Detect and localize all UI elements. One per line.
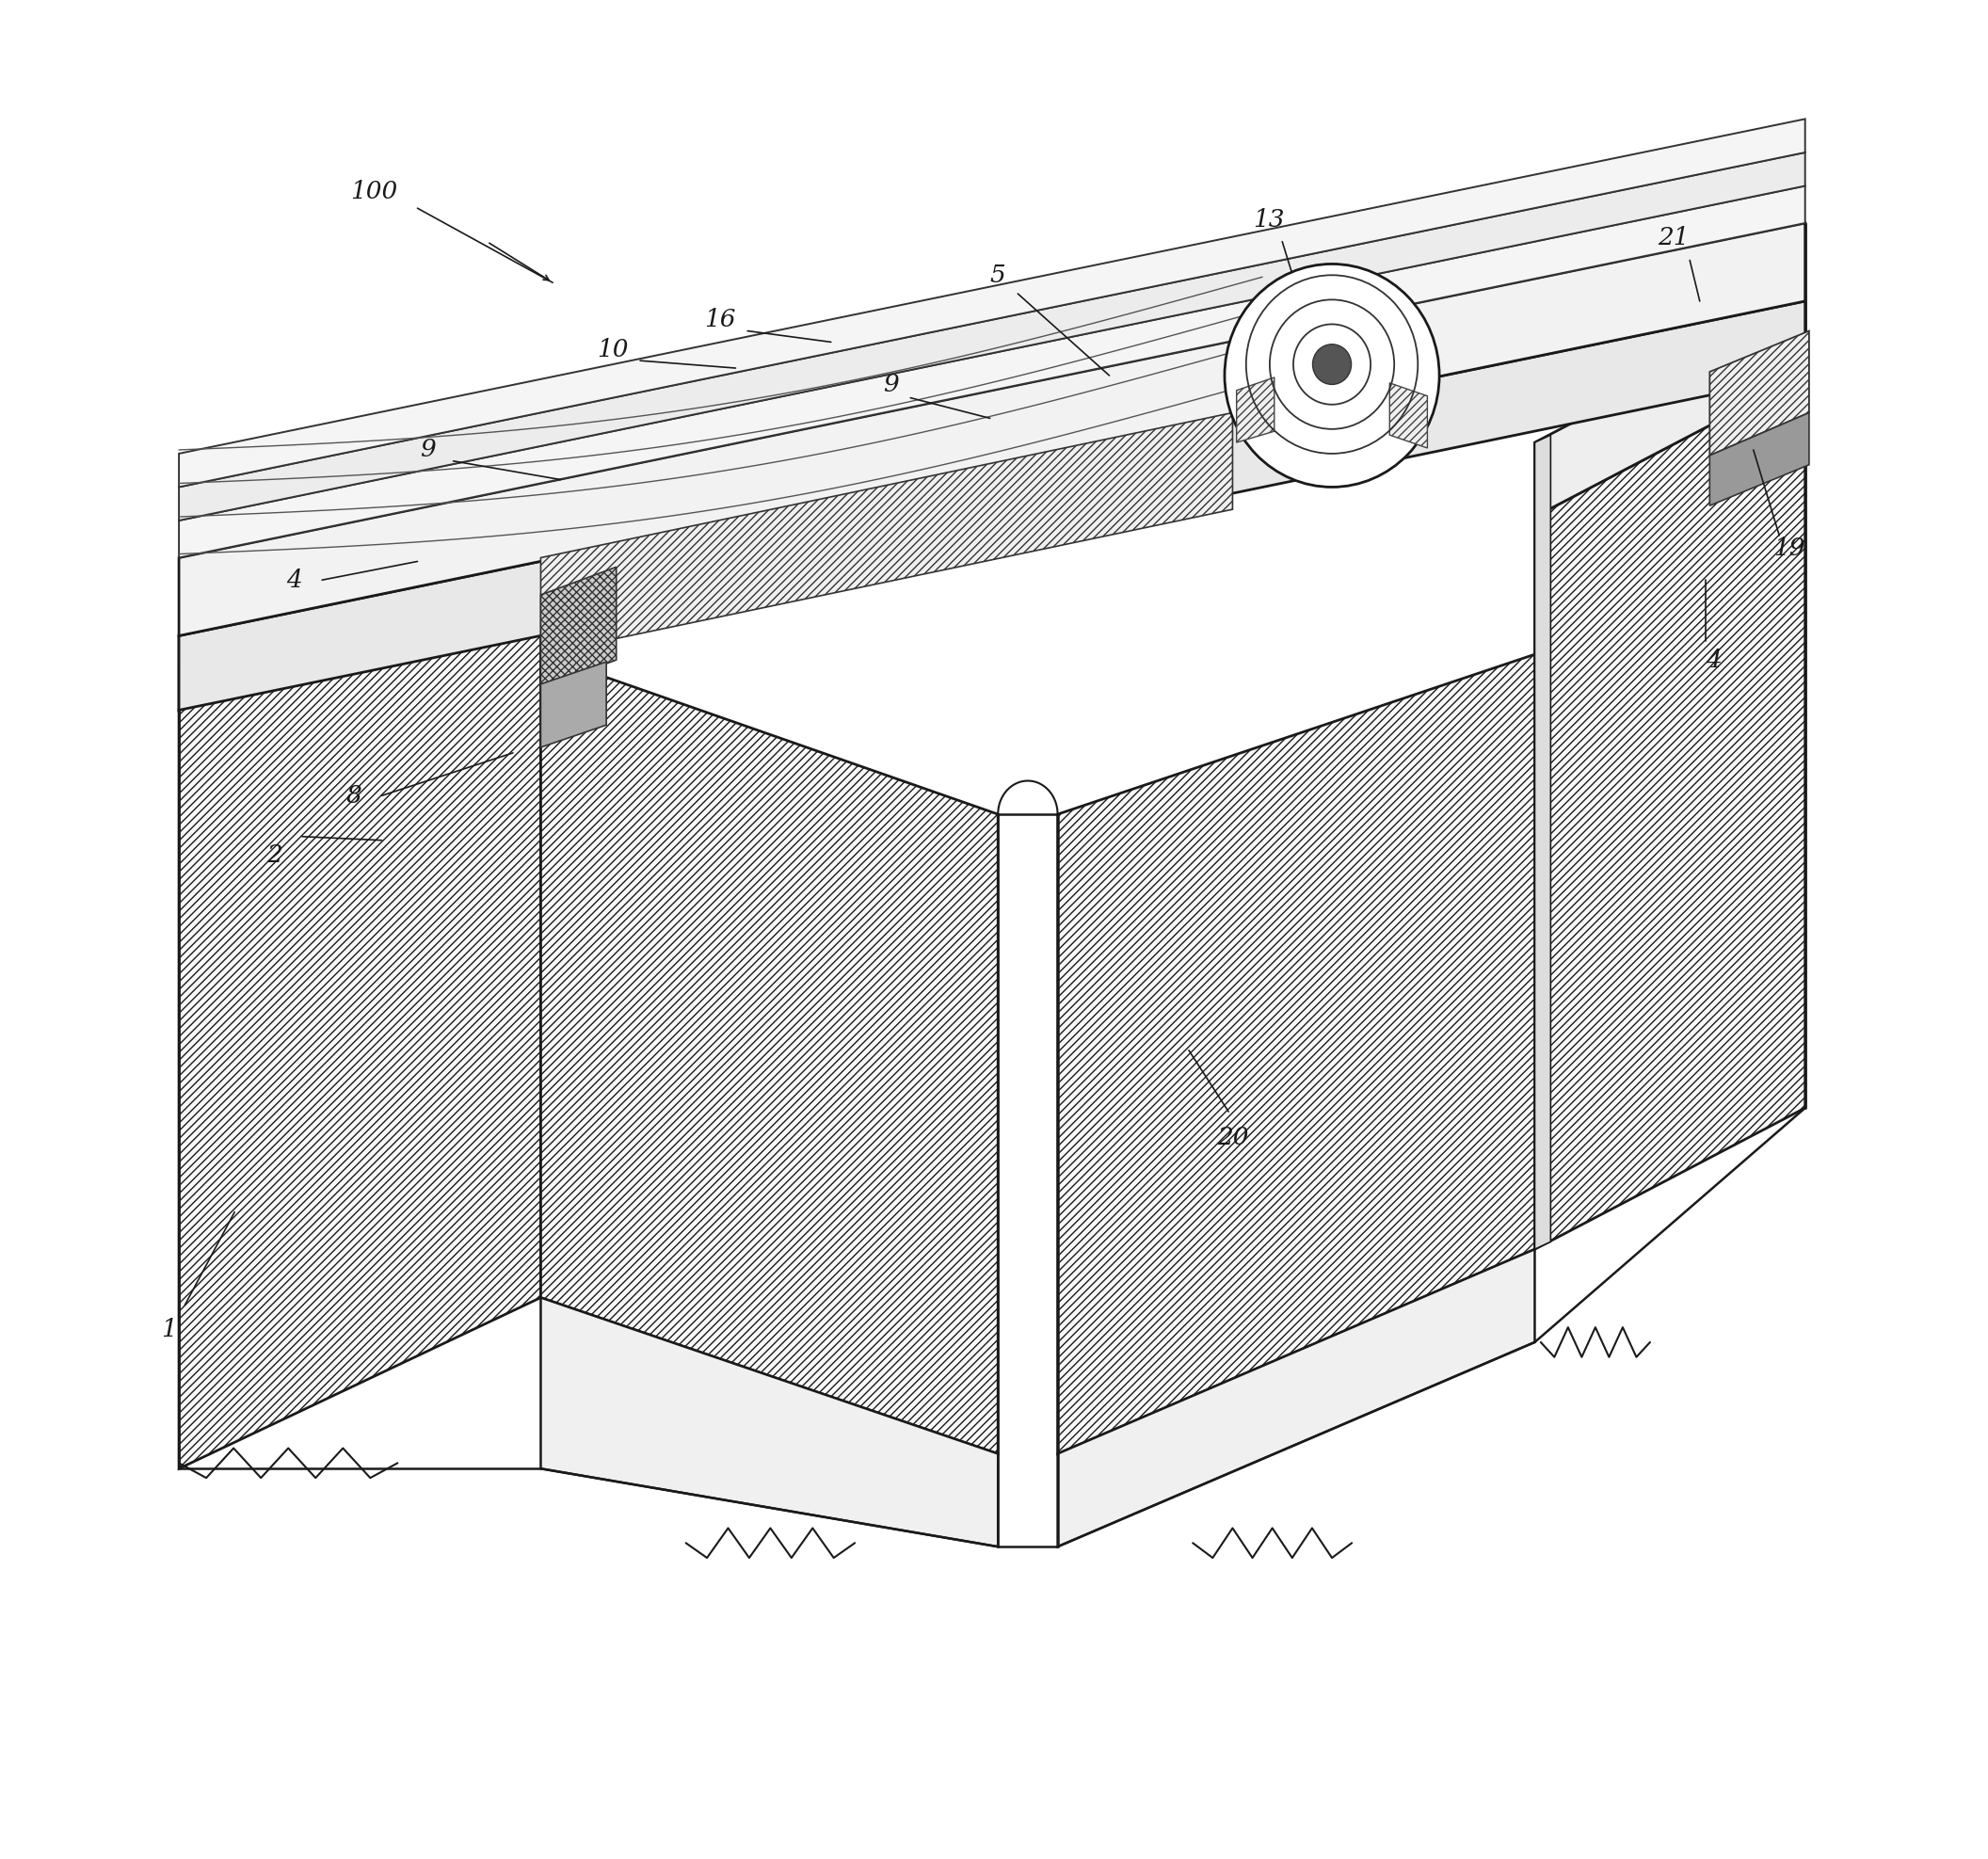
Text: 20: 20 xyxy=(1217,1127,1248,1149)
Polygon shape xyxy=(541,1298,998,1547)
Text: 16: 16 xyxy=(704,309,736,331)
Polygon shape xyxy=(179,539,541,1469)
Polygon shape xyxy=(1710,413,1809,506)
Polygon shape xyxy=(179,301,1805,710)
Polygon shape xyxy=(1535,301,1805,517)
Polygon shape xyxy=(541,654,998,1454)
Text: 8: 8 xyxy=(346,784,362,807)
Polygon shape xyxy=(1058,654,1535,1454)
Polygon shape xyxy=(1058,1249,1535,1547)
Polygon shape xyxy=(541,413,1233,654)
Ellipse shape xyxy=(1312,344,1352,385)
Polygon shape xyxy=(1535,376,1805,1249)
Text: 1: 1 xyxy=(161,1318,177,1340)
Text: 13: 13 xyxy=(1252,208,1284,231)
Polygon shape xyxy=(179,498,541,710)
Text: 10: 10 xyxy=(596,338,628,361)
Polygon shape xyxy=(1237,377,1274,442)
Text: 100: 100 xyxy=(350,180,398,203)
Polygon shape xyxy=(541,567,616,688)
Text: 9: 9 xyxy=(883,374,899,396)
Polygon shape xyxy=(541,662,606,747)
Polygon shape xyxy=(1710,331,1809,455)
Polygon shape xyxy=(179,152,1805,521)
Ellipse shape xyxy=(1225,264,1439,487)
Text: 5: 5 xyxy=(990,264,1006,286)
Text: 2: 2 xyxy=(266,844,282,866)
Polygon shape xyxy=(179,119,1805,487)
Text: 4: 4 xyxy=(1706,649,1722,671)
Text: 19: 19 xyxy=(1773,537,1805,560)
Polygon shape xyxy=(1535,435,1551,1249)
Polygon shape xyxy=(1390,383,1427,448)
Text: 9: 9 xyxy=(419,439,435,461)
Text: 21: 21 xyxy=(1658,227,1690,249)
Polygon shape xyxy=(179,186,1805,558)
Polygon shape xyxy=(179,223,1805,636)
Text: 4: 4 xyxy=(286,569,302,591)
Polygon shape xyxy=(179,465,541,710)
